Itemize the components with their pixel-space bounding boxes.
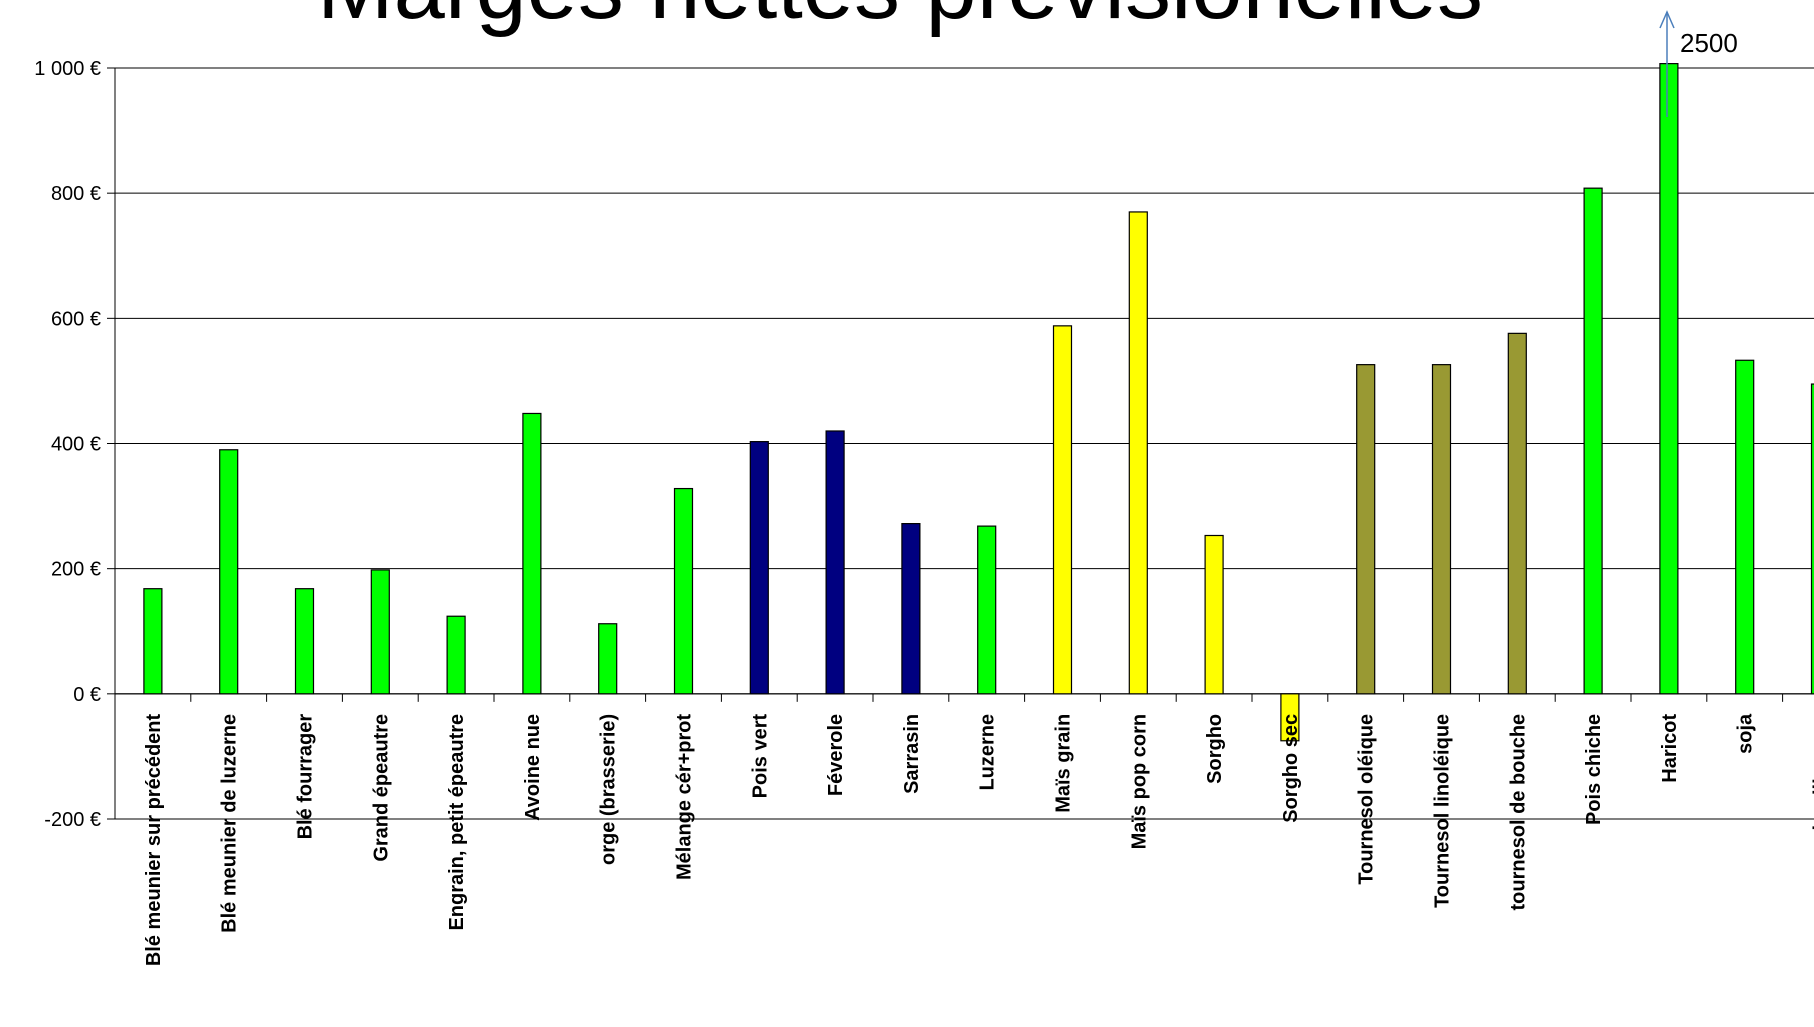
category-label: lentille verte xyxy=(1811,714,1814,831)
category-label: Blé meunier sur précédent xyxy=(143,714,165,967)
bar xyxy=(825,430,845,695)
category-label: Tournesol linoléique xyxy=(1432,714,1454,908)
category-label: Mélange cér+prot xyxy=(674,714,696,881)
category-label: Blé meunier de luzerne xyxy=(219,714,241,933)
category-label: Tournesol oléique xyxy=(1356,714,1378,885)
annotation: 2500 xyxy=(1659,10,1738,117)
category-label: Sarrasin xyxy=(901,714,923,794)
y-tick-label: 800 € xyxy=(51,183,101,205)
gridlines xyxy=(115,67,1814,820)
y-tick-label: 200 € xyxy=(51,559,101,581)
category-label: Sorgho xyxy=(1204,714,1226,784)
bar xyxy=(1128,211,1148,695)
bar xyxy=(219,449,239,695)
chart-title: Marges nettes prévisionelles xyxy=(317,0,1483,38)
y-tick-label: 0 € xyxy=(73,684,101,706)
bar xyxy=(1280,693,1300,742)
category-label: soja xyxy=(1735,713,1757,754)
bar xyxy=(1583,187,1603,695)
category-label: Grand épeautre xyxy=(370,714,392,862)
category-label: Pois vert xyxy=(749,713,771,798)
category-label: Haricot xyxy=(1659,713,1681,782)
bar xyxy=(522,412,542,695)
category-label: Pois chiche xyxy=(1583,714,1605,825)
y-tick-label: 400 € xyxy=(51,434,101,456)
category-labels: Blé meunier sur précédent Blé meunier de … xyxy=(143,713,1814,966)
bar xyxy=(901,523,921,695)
category-label: Maïs pop corn xyxy=(1128,714,1150,850)
bar xyxy=(1810,383,1814,695)
bar xyxy=(143,588,163,695)
bar xyxy=(1431,364,1452,695)
category-label: Engrain, petit épeautre xyxy=(446,714,468,931)
y-tick-label: 1 000 € xyxy=(34,58,101,80)
bar xyxy=(598,623,618,695)
category-label: Féverole xyxy=(825,714,847,796)
bar xyxy=(1204,534,1224,695)
bar xyxy=(1735,359,1755,695)
bar xyxy=(749,441,769,695)
category-label: Maïs grain xyxy=(1053,714,1075,813)
bar xyxy=(1356,364,1376,695)
category-label: tournesol de bouche xyxy=(1507,714,1529,911)
category-label: Luzerne xyxy=(977,714,999,791)
bar xyxy=(370,569,390,695)
category-label: orge (brasserie) xyxy=(598,714,620,865)
bar xyxy=(977,525,997,695)
annotation-label: 2500 xyxy=(1680,28,1738,58)
category-label: Sorgho sec xyxy=(1280,714,1302,823)
category-label: Blé fourrager xyxy=(295,714,317,840)
bars xyxy=(143,63,1814,742)
bar xyxy=(446,615,466,695)
y-tick-label: -200 € xyxy=(44,809,101,831)
y-axis: -200 € 0 € 200 € 400 € 600 € 800 € 1 000 € xyxy=(34,58,1814,831)
bar xyxy=(1052,325,1073,695)
y-tick-label: 600 € xyxy=(51,308,101,330)
category-label: Avoine nue xyxy=(522,714,544,821)
annotation-arrow-head xyxy=(1659,10,1675,29)
bar xyxy=(673,487,694,695)
bar xyxy=(294,588,315,695)
bar xyxy=(1659,63,1679,695)
bar xyxy=(1507,332,1527,695)
